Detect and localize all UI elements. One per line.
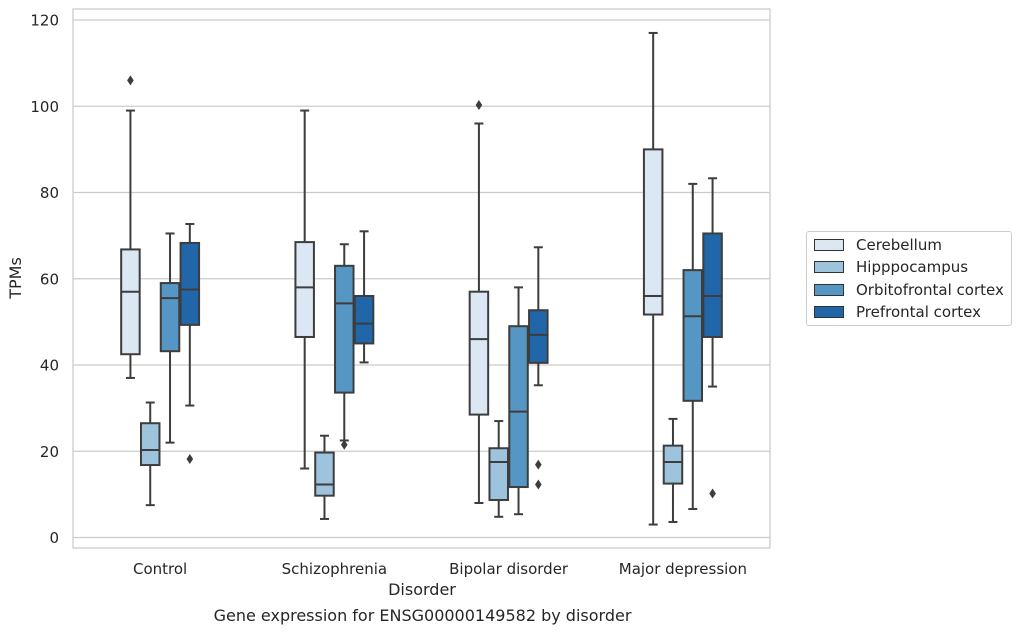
box-major-depression-cerebellum	[642, 31, 664, 526]
iqr-box	[682, 269, 704, 402]
box-major-depression-hipppocampus	[662, 417, 684, 523]
box-schizophrenia-orbitofrontal-cortex	[334, 243, 355, 450]
legend-item-hippocampus: Hipppocampus	[814, 257, 968, 277]
box-control-cerebellum	[120, 75, 141, 379]
box-control-orbitofrontal-cortex	[159, 232, 181, 444]
chart-caption: Gene expression for ENSG00000149582 by d…	[213, 606, 632, 625]
legend-label: Hipppocampus	[856, 258, 969, 276]
iqr-box	[488, 447, 509, 501]
box-major-depression-prefrontal-cortex	[702, 177, 723, 499]
x-tick-label: Schizophrenia	[282, 560, 387, 578]
box-schizophrenia-hipppocampus	[314, 434, 335, 520]
iqr-box	[702, 232, 723, 338]
series-hipppocampus	[139, 401, 684, 523]
x-axis-ticks: Control Schizophrenia Bipolar disorder Majo…	[133, 560, 747, 578]
box-bipolar-disorder-orbitofrontal-cortex	[508, 286, 529, 516]
outlier-point	[709, 488, 716, 499]
box-schizophrenia-cerebellum	[294, 109, 315, 470]
outlier-point	[186, 454, 194, 465]
x-tick-label: Control	[133, 560, 187, 578]
outlier-point	[535, 459, 542, 470]
iqr-box	[120, 248, 141, 356]
iqr-box	[528, 309, 549, 364]
legend-swatch-orbitofrontal-cortex	[814, 284, 844, 296]
iqr-box	[139, 422, 161, 467]
box-major-depression-orbitofrontal-cortex	[682, 182, 704, 511]
series-prefrontal-cortex	[179, 177, 723, 499]
iqr-box	[314, 451, 335, 497]
box-bipolar-disorder-cerebellum	[468, 99, 490, 504]
outlier-point	[475, 99, 483, 110]
legend-swatch-prefrontal-cortex	[814, 306, 844, 318]
legend-item-orbitofrontal-cortex: Orbitofrontal cortex	[814, 280, 1004, 300]
iqr-box	[508, 325, 529, 489]
plot-area-frame	[72, 8, 771, 549]
series-cerebellum	[120, 31, 664, 526]
outlier-point	[535, 479, 542, 490]
legend-item-prefrontal-cortex: Prefrontal cortex	[814, 302, 981, 322]
iqr-box	[353, 295, 375, 345]
y-tick-label: 80	[40, 184, 59, 202]
box-control-prefrontal-cortex	[179, 222, 201, 465]
box-bipolar-disorder-hipppocampus	[488, 420, 509, 518]
iqr-box	[334, 264, 355, 394]
y-tick-label: 120	[30, 12, 59, 30]
chart-legend: Cerebellum Hipppocampus Orbitofrontal co…	[806, 231, 1012, 326]
y-tick-label: 40	[40, 357, 59, 375]
y-tick-label: 20	[40, 443, 59, 461]
box-series	[120, 31, 723, 526]
iqr-box	[159, 282, 181, 353]
box-schizophrenia-prefrontal-cortex	[353, 230, 375, 364]
iqr-box	[294, 241, 315, 338]
box-control-hipppocampus	[139, 401, 161, 507]
iqr-box	[642, 148, 664, 316]
legend-label: Prefrontal cortex	[856, 303, 981, 321]
outlier-point	[340, 439, 348, 450]
legend-label: Orbitofrontal cortex	[856, 281, 1004, 299]
legend-swatch-cerebellum	[814, 239, 844, 251]
x-tick-label: Bipolar disorder	[449, 560, 569, 578]
y-tick-label: 0	[49, 529, 59, 547]
iqr-box	[179, 241, 201, 326]
legend-item-cerebellum: Cerebellum	[814, 235, 942, 255]
x-axis-label: Disorder	[388, 580, 456, 599]
legend-label: Cerebellum	[856, 236, 942, 254]
y-tick-label: 100	[30, 98, 59, 116]
x-tick-label: Major depression	[619, 560, 747, 578]
legend-swatch-hippocampus	[814, 261, 844, 273]
iqr-box	[662, 444, 684, 485]
series-orbitofrontal-cortex	[159, 182, 704, 516]
iqr-box	[468, 290, 490, 416]
box-bipolar-disorder-prefrontal-cortex	[528, 246, 549, 490]
outlier-point	[127, 75, 134, 86]
y-axis-ticks: 0 20 40 60 80 100 120	[30, 12, 59, 548]
y-tick-label: 60	[40, 270, 59, 288]
y-axis-label: TPMs	[6, 257, 25, 300]
